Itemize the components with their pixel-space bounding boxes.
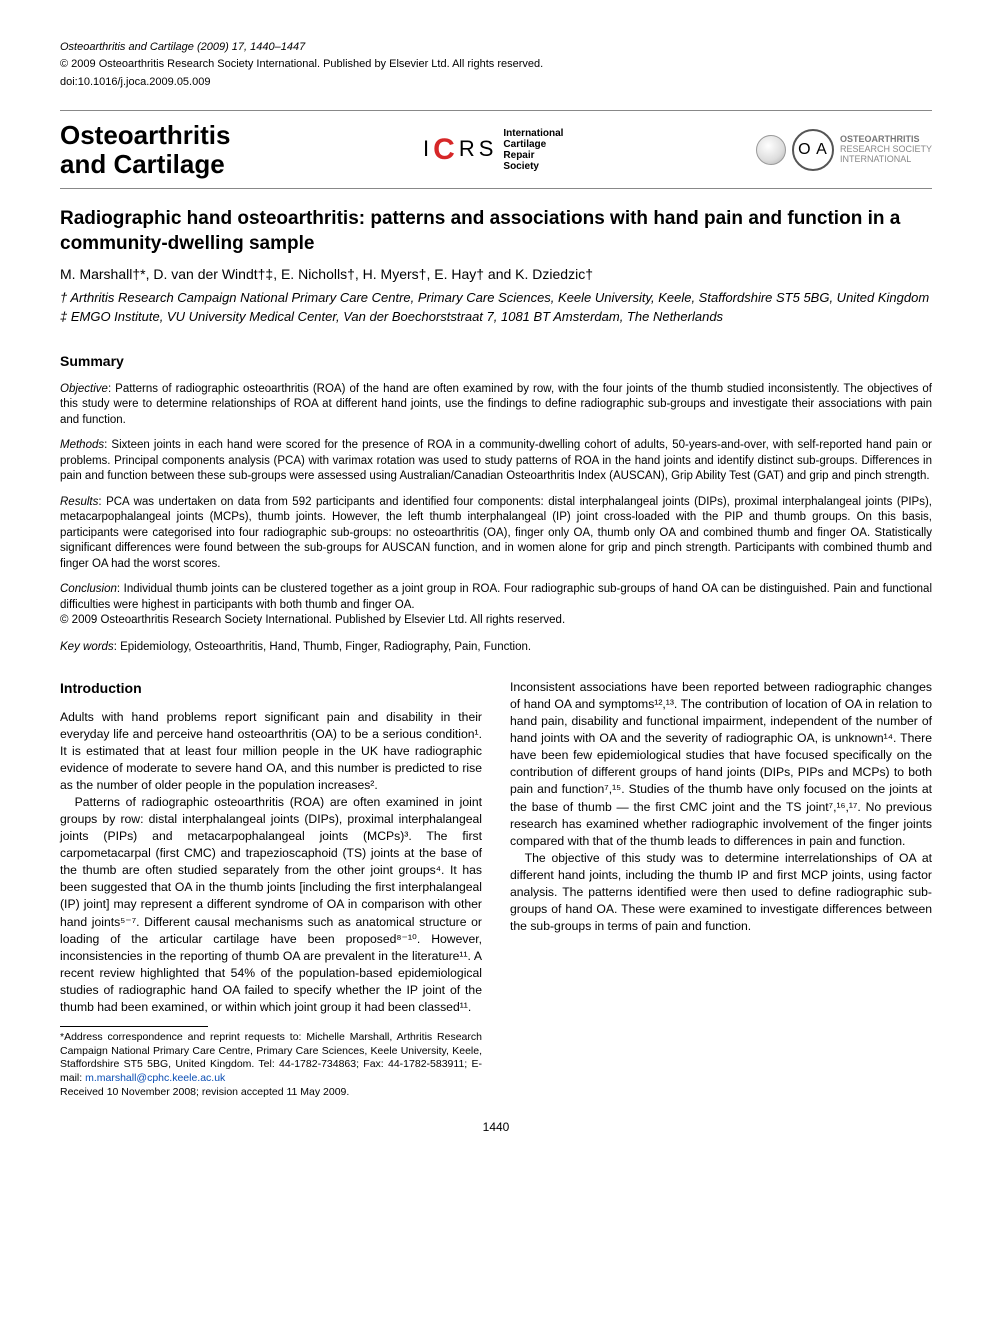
body-p4: The objective of this study was to deter… — [510, 850, 932, 935]
keywords-label: Key words — [60, 641, 114, 653]
journal-name: Osteoarthritis and Cartilage — [60, 121, 231, 178]
oa-circle-icon: O A — [792, 129, 834, 171]
footnote-rule — [60, 1026, 208, 1027]
article-title: Radiographic hand osteoarthritis: patter… — [60, 207, 932, 256]
abstract-copyright: © 2009 Osteoarthritis Research Society I… — [60, 614, 565, 626]
objective-label: Objective — [60, 383, 108, 395]
received-footnote: Received 10 November 2008; revision acce… — [60, 1086, 482, 1100]
journal-name-line2: and Cartilage — [60, 150, 231, 179]
correspondence-footnote: *Address correspondence and reprint requ… — [60, 1031, 482, 1086]
conclusion-label: Conclusion — [60, 583, 117, 595]
copyright: © 2009 Osteoarthritis Research Society I… — [60, 57, 932, 72]
icrs-text: International Cartilage Repair Society — [503, 128, 563, 172]
doi: doi:10.1016/j.joca.2009.05.009 — [60, 75, 932, 90]
methods-text: : Sixteen joints in each hand were score… — [60, 439, 932, 482]
abstract-methods: Methods: Sixteen joints in each hand wer… — [60, 438, 932, 485]
oarsi-text: OSTEOARTHRITIS RESEARCH SOCIETY INTERNAT… — [840, 135, 932, 165]
globe-icon — [756, 135, 786, 165]
footnote-email-link[interactable]: m.marshall@cphc.keele.ac.uk — [85, 1072, 225, 1084]
affiliation-2: ‡ EMGO Institute, VU University Medical … — [60, 309, 932, 326]
abstract-results: Results: PCA was undertaken on data from… — [60, 495, 932, 573]
keywords: Key words: Epidemiology, Osteoarthritis,… — [60, 639, 932, 655]
icrs-c: C — [433, 129, 455, 171]
icrs-text-1: International — [503, 128, 563, 139]
authors: M. Marshall†*, D. van der Windt†‡, E. Ni… — [60, 265, 932, 285]
citation: Osteoarthritis and Cartilage (2009) 17, … — [60, 40, 932, 55]
abstract-conclusion: Conclusion: Individual thumb joints can … — [60, 582, 932, 629]
oarsi-logo: O A OSTEOARTHRITIS RESEARCH SOCIETY INTE… — [756, 129, 932, 171]
conclusion-text: : Individual thumb joints can be cluster… — [60, 583, 932, 611]
icrs-s: S — [479, 134, 494, 165]
journal-name-line1: Osteoarthritis — [60, 121, 231, 150]
icrs-logo: I C R S International Cartilage Repair S… — [423, 128, 563, 172]
icrs-text-2: Cartilage — [503, 139, 563, 150]
objective-text: : Patterns of radiographic osteoarthriti… — [60, 383, 932, 426]
body-text: Introduction Adults with hand problems r… — [60, 679, 932, 1099]
body-p3: Inconsistent associations have been repo… — [510, 679, 932, 850]
oarsi-text-3: INTERNATIONAL — [840, 155, 932, 165]
results-label: Results — [60, 496, 98, 508]
icrs-i: I — [423, 134, 429, 165]
introduction-heading: Introduction — [60, 679, 482, 699]
body-p1: Adults with hand problems report signifi… — [60, 709, 482, 794]
icrs-text-4: Society — [503, 161, 563, 172]
summary-heading: Summary — [60, 352, 932, 372]
journal-header: Osteoarthritis and Cartilage I C R S Int… — [60, 110, 932, 189]
abstract-objective: Objective: Patterns of radiographic oste… — [60, 382, 932, 429]
body-p2: Patterns of radiographic osteoarthritis … — [60, 794, 482, 1016]
affiliation-1: † Arthritis Research Campaign National P… — [60, 290, 932, 307]
icrs-r: R — [459, 134, 475, 165]
methods-label: Methods — [60, 439, 104, 451]
page-number: 1440 — [60, 1119, 932, 1136]
results-text: : PCA was undertaken on data from 592 pa… — [60, 496, 932, 570]
icrs-letters: I C R S — [423, 129, 493, 171]
keywords-text: : Epidemiology, Osteoarthritis, Hand, Th… — [114, 641, 531, 653]
icrs-text-3: Repair — [503, 150, 563, 161]
